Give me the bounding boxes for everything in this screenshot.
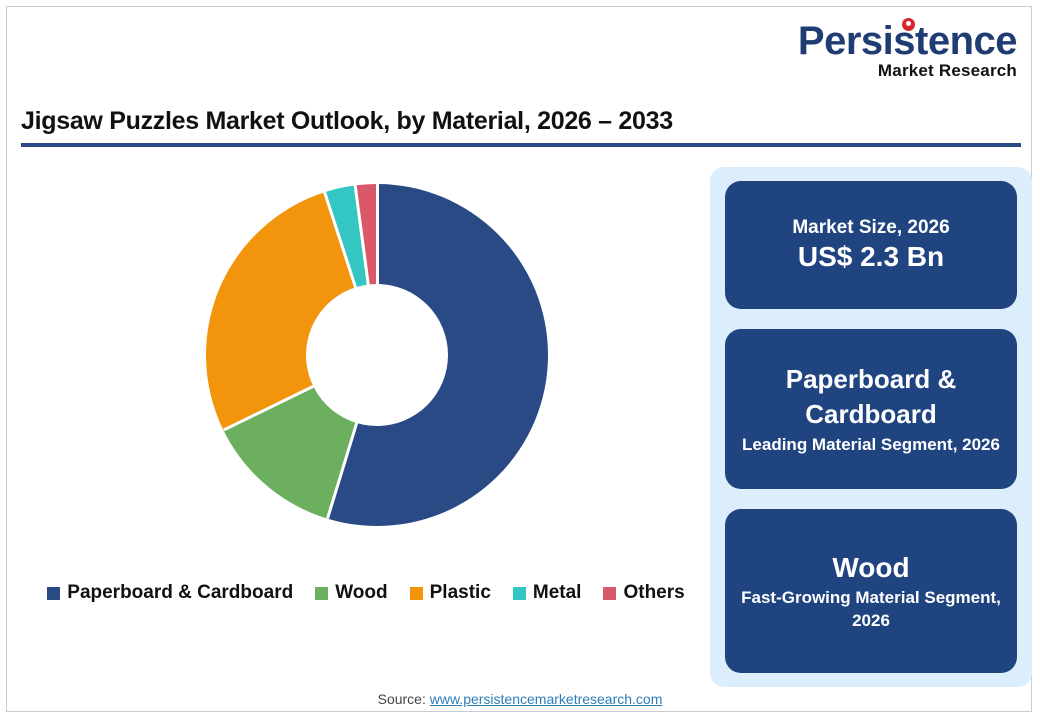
- source-label: Source:: [377, 691, 430, 707]
- kpi-card-0-line2: US$ 2.3 Bn: [797, 241, 945, 273]
- title-block: Jigsaw Puzzles Market Outlook, by Materi…: [21, 107, 1021, 147]
- legend-item-label: Plastic: [429, 582, 491, 603]
- kpi-card-fastest-growing: Wood Fast-Growing Material Segment, 2026: [725, 509, 1017, 673]
- kpi-card-market-size: Market Size, 2026 US$ 2.3 Bn: [725, 181, 1017, 309]
- kpi-card-1-line2: Cardboard: [805, 398, 937, 429]
- legend-item-plastic[interactable]: Plastic: [409, 582, 491, 604]
- legend-item-label: Paperboard & Cardboard: [67, 582, 294, 603]
- legend-swatch-icon: [603, 586, 617, 600]
- kpi-card-1-line3: Leading Material Segment, 2026: [742, 435, 1000, 455]
- logo-tagline: Market Research: [877, 61, 1017, 80]
- kpi-card-2-line1: Wood: [832, 552, 910, 584]
- source-link[interactable]: www.persistencemarketresearch.com: [429, 691, 663, 707]
- legend-swatch-icon: [315, 586, 329, 600]
- legend-item-metal[interactable]: Metal: [512, 582, 582, 604]
- kpi-card-2-line3: Fast-Growing Material Segment, 2026: [741, 588, 1001, 630]
- page-title: Jigsaw Puzzles Market Outlook, by Materi…: [21, 107, 673, 135]
- donut-slice-separator: [375, 184, 379, 355]
- donut-chart: [206, 184, 548, 526]
- legend-item-paperboard-cardboard[interactable]: Paperboard & Cardboard: [47, 582, 293, 604]
- company-logo: Persistence Market Research: [798, 18, 1018, 80]
- star-icon: [901, 18, 915, 31]
- kpi-card-0-line1: Market Size, 2026: [792, 217, 950, 239]
- legend-item-label: Metal: [532, 582, 582, 603]
- donut-chart-area: [21, 167, 697, 567]
- legend-swatch-icon: [47, 586, 61, 600]
- legend-item-wood[interactable]: Wood: [315, 582, 388, 604]
- donut-center-hole: [306, 284, 448, 426]
- kpi-card-1-line1: Paperboard &: [785, 363, 957, 394]
- chart-legend: Paperboard & Cardboard Wood Plastic Metal Ot…: [21, 582, 711, 604]
- chart-frame: Persistence Market Research Jigsaw Puzzl…: [6, 6, 1032, 712]
- legend-item-label: Others: [623, 582, 685, 603]
- legend-swatch-icon: [409, 586, 423, 600]
- title-divider: [21, 143, 1021, 147]
- source-footer: Source: www.persistencemarketresearch.co…: [7, 691, 1033, 707]
- kpi-side-panel: Market Size, 2026 US$ 2.3 Bn Paperboard …: [710, 167, 1032, 687]
- kpi-card-leading-segment: Paperboard & Cardboard Leading Material …: [725, 329, 1017, 489]
- legend-swatch-icon: [512, 586, 526, 600]
- legend-item-label: Wood: [335, 582, 388, 603]
- legend-item-others[interactable]: Others: [603, 582, 685, 604]
